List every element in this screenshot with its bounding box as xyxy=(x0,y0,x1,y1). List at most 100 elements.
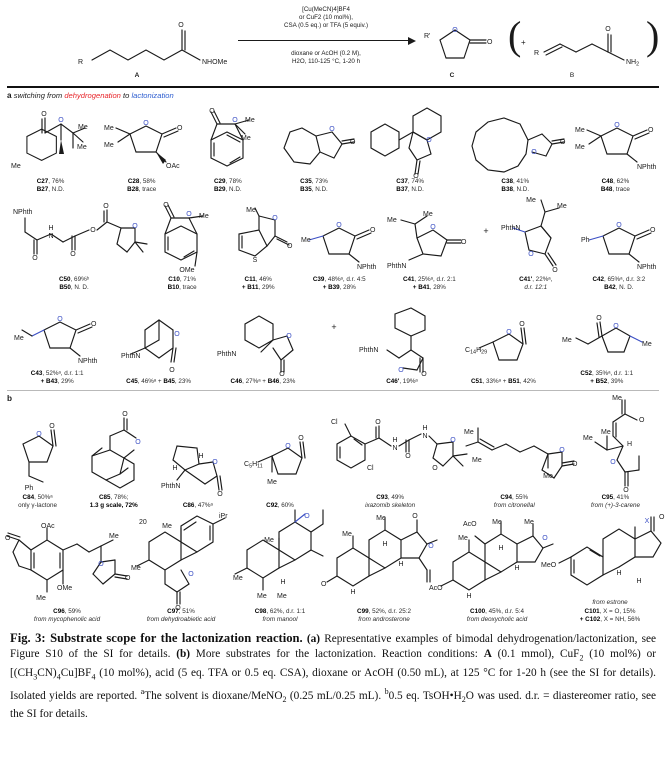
caption-c52: C52, 35%ᵃ, d.r. 1:1 + B52, 39% xyxy=(580,370,633,386)
reaction-scheme: O NHOMe R A [Cu(MeCN)4]BF4 or CuF2 (10 m… xyxy=(0,0,666,86)
byproduct-yield: , trace xyxy=(138,185,157,193)
conditions-text-4: dioxane or AcOH (0.2 M), xyxy=(291,50,361,57)
compound-yield: , 76% xyxy=(48,177,65,185)
atom-chlorine: Cl xyxy=(367,465,374,472)
compound-c98: Me Me Me Me H O C98, 62%, d.r. 1:1 from … xyxy=(232,509,328,624)
compound-c37: O O C37, 74% B37, N.D. xyxy=(364,106,456,194)
section-a-row-2: NPhth H N O O O O O C50, 69%ᵇ B50, N. D. xyxy=(4,196,662,292)
atom-methyl: Me xyxy=(78,124,88,131)
byproduct-label: B xyxy=(569,72,575,79)
caption-c41: C41, 25%ᵃ, d.r. 2:1 + B41, 28% xyxy=(403,276,456,292)
compound-yield: , 73% xyxy=(311,177,328,185)
conditions-text-2: or CuF2 (10 mol%), xyxy=(299,14,353,21)
compound-note: 1.3 g scale, 72% xyxy=(89,501,138,509)
atom-methyl: Me xyxy=(543,473,553,480)
compound-yield: , 45%, d.r. 5:4 xyxy=(485,607,524,615)
atom-methyl: Me xyxy=(472,457,482,464)
atom-phthn: PhthN xyxy=(161,483,180,490)
atom-lactone-oxygen: O xyxy=(337,222,343,229)
structure-c43: O O Me NPhth xyxy=(14,308,100,368)
product-label: C xyxy=(449,72,455,79)
atom-methyl: Me xyxy=(245,117,255,124)
compound-note: from citronellal xyxy=(493,501,535,509)
atom-oxygen: O xyxy=(432,465,438,472)
structure-c29: O O Me Me xyxy=(193,108,263,176)
caption-c28: C28, 58% B28, trace xyxy=(127,178,156,194)
byproduct-yield: , N.D. xyxy=(407,185,424,193)
byproduct-id: B10 xyxy=(167,283,180,291)
conditions-line-4: dioxane or AcOH (0.2 M), xyxy=(238,50,414,58)
atom-oxygen: O xyxy=(41,111,47,118)
byproduct-yield: , 28% xyxy=(339,283,356,291)
atom-carbonyl-oxygen: O xyxy=(487,39,493,46)
atom-methyl: Me xyxy=(464,429,474,436)
atom-methyl: Me xyxy=(109,533,119,540)
compound-c96: O OAc OMe Me Me O O C96, 59% from mycoph… xyxy=(4,522,131,624)
compound-c43: O O Me NPhth C43, 52%ᵃ, d.r. 1:1 + B43, … xyxy=(13,308,101,386)
atom-oxygen: O xyxy=(209,108,215,115)
compound-id: C46' xyxy=(386,377,400,385)
compound-id: C99 xyxy=(357,607,369,615)
compound-yield: , 33%ᵃ + xyxy=(482,377,509,385)
compound-c28: O O Me Me OAc C28, 58% B28, trace xyxy=(103,110,183,194)
caption-c37: C37, 74% B37, N.D. xyxy=(396,178,424,194)
compound-id: C28 xyxy=(127,177,140,185)
atom-methyl: Me xyxy=(423,211,433,218)
compound-yield: , X = O, 15% xyxy=(599,607,636,615)
compound-yield: , 62%, d.r. 1:1 xyxy=(266,607,306,615)
atom-methyl: Me xyxy=(557,203,567,210)
compound-id: C39 xyxy=(312,275,325,283)
byproduct-yield: , trace xyxy=(179,283,197,291)
atom-lactone-oxygen: O xyxy=(58,117,64,124)
structure-c45: O O PhthN xyxy=(121,314,197,376)
byproduct-id: + B41 xyxy=(412,283,430,291)
caption-c85: C85, 78%; 1.3 g scale, 72% xyxy=(90,494,138,510)
atom-carbonyl-oxygen: O xyxy=(412,513,418,520)
atom-lactone-oxygen: O xyxy=(286,333,292,340)
compound-note: from mycophenolic acid xyxy=(33,615,101,623)
caption-c84: C84, 50%ᵃ only γ-lactone xyxy=(18,494,57,510)
figure-3: O NHOMe R A [Cu(MeCN)4]BF4 or CuF2 (10 m… xyxy=(0,0,666,720)
caption-c27: C27, 76% B27, N.D. xyxy=(37,178,65,194)
atom-r-group: R xyxy=(78,59,83,66)
byproduct-yield: , N.D. xyxy=(512,185,530,193)
atom-heteroatom-x: X xyxy=(645,518,650,525)
compound-id: C98 xyxy=(254,607,267,615)
atom-methyl: Me xyxy=(562,337,572,344)
atom-methyl: Me xyxy=(11,163,21,170)
structure-c46-prime: O O PhthN xyxy=(359,306,445,378)
compound-id: C97 xyxy=(167,607,179,615)
structure-c28: O O Me Me OAc xyxy=(104,110,183,176)
atom-oxygen: O xyxy=(70,251,76,258)
section-b-header: b xyxy=(0,391,666,405)
atom-nitrogen: N xyxy=(49,233,54,240)
compound-yield: , 52%, d.r. 25:2 xyxy=(368,607,411,615)
compound-id: C95 xyxy=(601,493,614,501)
atom-lactone-oxygen: O xyxy=(285,443,291,450)
divider-thick-top xyxy=(7,86,659,88)
section-b-marker: b xyxy=(7,394,13,403)
byproduct-id: + B52 xyxy=(590,377,608,385)
atom-carbonyl-oxygen: O xyxy=(49,423,55,430)
caption-c10: C10, 71% B10, trace xyxy=(168,276,197,292)
atom-carbonyl-oxygen: O xyxy=(279,371,285,378)
byproduct-yield: , 42% xyxy=(519,377,536,385)
substrate-structure: O NHOMe R xyxy=(78,22,227,66)
byproduct-id: B51 xyxy=(508,377,520,385)
atom-lactone-oxygen: O xyxy=(329,126,335,133)
caption-c100: C100, 45%, d.r. 5:4 from deoxycholic aci… xyxy=(467,608,528,624)
compound-c27: O O Me Me Me C27, 76% B27, N.D. xyxy=(10,110,92,194)
caption-footnote-b-marker: b xyxy=(384,687,389,697)
compound-id-2: + C102 xyxy=(579,615,601,623)
atom-pentyl: C5H11 xyxy=(244,461,263,470)
atom-carbonyl-oxygen: O xyxy=(596,315,602,322)
atom-carbonyl-oxygen: O xyxy=(421,371,427,378)
atom-chlorine: Cl xyxy=(331,419,338,426)
atom-oxygen: O xyxy=(405,453,411,460)
atom-lactone-oxygen: O xyxy=(428,543,434,550)
byproduct-id: + B39 xyxy=(322,283,340,291)
atom-carbonyl-oxygen: O xyxy=(375,419,381,426)
byproduct-yield: , 29% xyxy=(57,377,74,385)
atom-nh: H xyxy=(393,437,398,444)
byproduct-id: B46 xyxy=(267,377,280,385)
